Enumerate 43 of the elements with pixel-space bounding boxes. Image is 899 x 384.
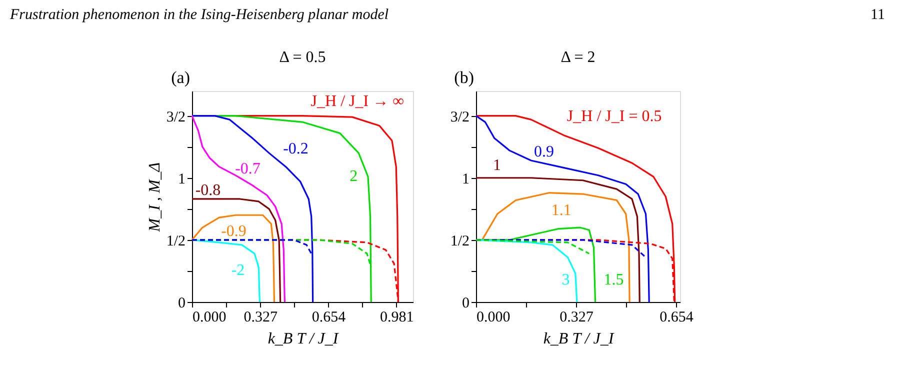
text: Frustration phenomenon in the Ising-Heisenberg planar model — [9, 7, 389, 23]
text: (b) — [454, 68, 474, 87]
series-label: 1.1 — [551, 202, 572, 219]
series-label: -0.2 — [283, 140, 308, 158]
y-tick-label: 1 — [178, 171, 186, 188]
y-tick-label: 1/2 — [166, 233, 186, 250]
x-tick-label: 0.000 — [476, 310, 510, 326]
text: (a) — [171, 68, 190, 87]
series-label: -2 — [231, 262, 245, 279]
x-tick-label: 0.327 — [560, 310, 594, 326]
series-label: 1.5 — [604, 271, 624, 288]
line-series — [191, 115, 286, 303]
x-tick-label: 0.327 — [244, 310, 278, 326]
x-tick-label: 0.654 — [312, 310, 346, 326]
series-label: -0.9 — [221, 223, 246, 240]
series-label: 2 — [350, 168, 358, 186]
series-label: J_H / J_I → ∞ — [310, 93, 404, 110]
series-label: 0.9 — [534, 144, 554, 161]
line-series — [191, 239, 260, 303]
text: 11 — [870, 7, 885, 23]
series-label: 3 — [562, 271, 570, 288]
series-label: 1 — [493, 156, 501, 174]
series-label: -0.7 — [235, 160, 260, 178]
x-axis-title: k_B T / J_I — [543, 330, 614, 348]
line-series — [191, 198, 282, 303]
chart-title: Δ = 0.5 — [279, 49, 326, 66]
series-label: -0.8 — [195, 182, 221, 199]
x-tick-label: 0.000 — [192, 310, 226, 326]
y-tick-label: 0 — [178, 296, 186, 312]
chart-title: Δ = 2 — [560, 49, 596, 66]
x-tick-label: 0.981 — [380, 310, 414, 326]
line-series — [475, 177, 640, 303]
series-label: J_H / J_I = 0.5 — [566, 108, 662, 126]
y-axis-title: M_I , M_Δ — [146, 162, 164, 233]
y-tick-label: 1/2 — [450, 233, 470, 250]
x-axis-title: k_B T / J_I — [268, 330, 339, 348]
y-tick-label: 3/2 — [166, 109, 186, 126]
y-tick-label: 0 — [462, 296, 470, 312]
y-tick-label: 1 — [462, 171, 470, 188]
y-tick-label: 3/2 — [450, 109, 470, 126]
line-series — [191, 214, 276, 303]
x-tick-label: 0.654 — [660, 310, 694, 326]
line-series — [191, 115, 314, 303]
